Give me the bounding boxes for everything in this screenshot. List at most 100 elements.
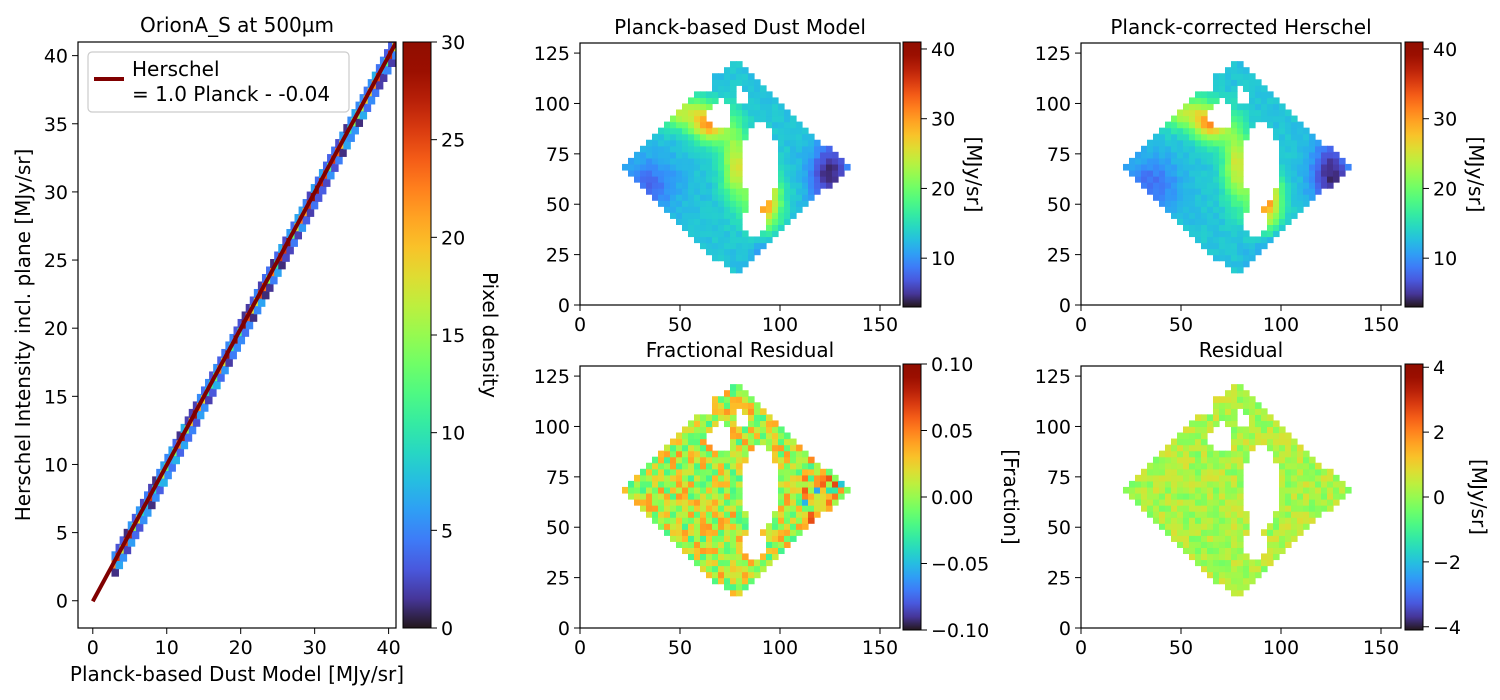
map-cell xyxy=(724,176,731,183)
map-cell xyxy=(712,200,719,207)
map-cell xyxy=(700,194,707,201)
map-cell xyxy=(1177,206,1184,213)
map-cell xyxy=(1201,157,1208,165)
map-cell xyxy=(1183,121,1190,129)
map-cell xyxy=(760,426,767,434)
map-cell xyxy=(1189,492,1196,500)
map-cell xyxy=(670,139,677,147)
map-cell xyxy=(1249,254,1256,262)
map-cell xyxy=(652,462,659,470)
density-cell xyxy=(237,335,246,345)
map-cell xyxy=(1183,456,1190,464)
map-cell xyxy=(1159,139,1166,147)
map-cell xyxy=(676,212,683,219)
map-cell xyxy=(1213,402,1220,409)
map-cell xyxy=(1189,200,1196,207)
density-cell xyxy=(176,447,185,457)
map-cell xyxy=(1321,486,1328,494)
map-cell xyxy=(1291,169,1298,177)
map-cell xyxy=(736,103,743,111)
map-cell xyxy=(790,499,797,506)
map-cell xyxy=(1267,91,1274,99)
map-cell xyxy=(742,565,749,573)
map-cell xyxy=(766,535,773,542)
map-cell xyxy=(634,492,641,500)
map-cell xyxy=(1315,157,1322,165)
map-cell xyxy=(1237,145,1244,153)
map-cell xyxy=(1243,402,1250,409)
map-cell xyxy=(1237,182,1244,189)
map-cell xyxy=(1189,169,1196,177)
map-cell xyxy=(706,224,713,232)
map-cell xyxy=(1285,541,1292,548)
map-cell xyxy=(808,163,815,171)
colorbar-gradient xyxy=(402,41,432,629)
map-cell xyxy=(820,468,827,476)
map-cell xyxy=(700,109,707,117)
map-cell xyxy=(1231,145,1238,153)
map-cell xyxy=(682,182,689,189)
map-cell xyxy=(658,163,665,171)
map-cell xyxy=(778,432,785,440)
map-cell xyxy=(1177,535,1184,542)
map-cell xyxy=(1279,224,1286,232)
colorbar-label: [MJy/sr] xyxy=(1464,137,1488,213)
map-cell xyxy=(1177,139,1184,147)
map-cell xyxy=(1195,182,1202,189)
map-cell xyxy=(1303,480,1310,488)
map-cell xyxy=(706,559,713,567)
map-cell xyxy=(1231,91,1238,99)
map-cell xyxy=(724,224,731,232)
map-cell xyxy=(628,480,635,488)
map-cell xyxy=(688,456,695,464)
map-cell xyxy=(718,571,725,579)
map-cell xyxy=(1159,182,1166,189)
map-cell xyxy=(766,420,773,428)
map-cell xyxy=(652,456,659,464)
map-cell xyxy=(694,456,701,464)
map-cell xyxy=(790,115,797,123)
map-cell xyxy=(1237,535,1244,542)
map-cell xyxy=(730,402,737,409)
map-cell xyxy=(730,492,737,500)
map-cell xyxy=(1237,254,1244,262)
map-cell xyxy=(1297,456,1304,464)
map-cell xyxy=(1153,480,1160,488)
map-cell xyxy=(760,103,767,111)
density-cell xyxy=(286,245,294,255)
map-cell xyxy=(1159,492,1166,500)
map-cell xyxy=(1225,559,1232,567)
map-cell xyxy=(658,499,665,506)
map-cell xyxy=(676,474,683,482)
map-cell xyxy=(778,151,785,159)
map-cell xyxy=(1201,456,1208,464)
map-cell xyxy=(1177,480,1184,488)
x-tick-label: 100 xyxy=(1263,314,1299,336)
map-cell xyxy=(1213,517,1220,524)
map-cell xyxy=(712,73,719,80)
map-cell xyxy=(1213,559,1220,567)
map-cell xyxy=(670,115,677,123)
map-cell xyxy=(1321,151,1328,159)
map-cell xyxy=(796,499,803,506)
map-cell xyxy=(1189,438,1196,446)
map-cell xyxy=(1267,103,1274,111)
map-cell xyxy=(1261,109,1268,117)
map-cell xyxy=(682,535,689,542)
map-cell xyxy=(1285,182,1292,189)
map-cell xyxy=(1237,492,1244,500)
map-cell xyxy=(1279,505,1286,512)
map-cell xyxy=(1177,529,1184,536)
y-tick-label: 75 xyxy=(546,467,570,489)
map-cell xyxy=(1183,438,1190,446)
density-cell xyxy=(249,312,258,322)
map-cell xyxy=(724,414,731,422)
map-cell xyxy=(1237,163,1244,171)
map-cell xyxy=(1285,200,1292,207)
map-cell xyxy=(736,396,743,403)
map-cell xyxy=(718,139,725,147)
map-cell xyxy=(640,474,647,482)
map-cell xyxy=(1231,384,1238,391)
map-cell xyxy=(1153,169,1160,177)
